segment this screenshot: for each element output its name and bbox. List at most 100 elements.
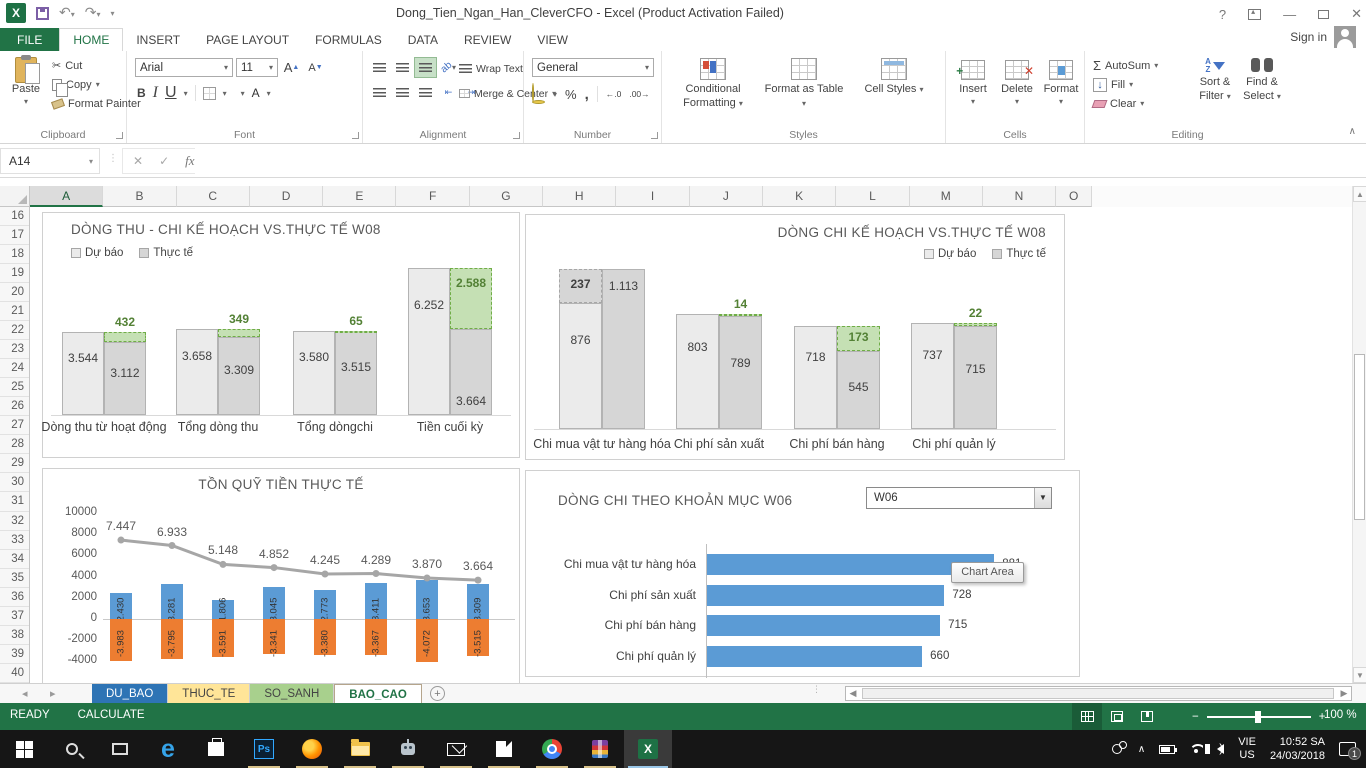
middle-align-button[interactable] [392, 58, 413, 77]
row-header-26[interactable]: 26 [0, 397, 29, 416]
cancel-formula-icon[interactable]: ✕ [133, 154, 143, 168]
sheet-tab-bao_cao[interactable]: BAO_CAO [334, 684, 422, 704]
font-size-combo[interactable]: 11▾ [236, 58, 278, 77]
row-header-27[interactable]: 27 [0, 416, 29, 435]
wifi-icon[interactable] [1189, 744, 1203, 754]
clear-button[interactable]: Clear ▾ [1093, 94, 1158, 113]
language-indicator[interactable]: VIEUS [1238, 736, 1256, 762]
column-header-A[interactable]: A [30, 186, 103, 207]
increase-font-button[interactable]: A▲ [281, 58, 302, 77]
chart-ton-quy[interactable]: TỒN QUỸ TIỀN THỰC TẾ10000800060004000200… [42, 468, 520, 683]
close-icon[interactable]: ✕ [1351, 6, 1362, 22]
clock[interactable]: 10:52 SA24/03/2018 [1270, 735, 1325, 763]
sign-in[interactable]: Sign in [1290, 26, 1356, 48]
taskbar-search-button[interactable] [48, 730, 96, 768]
enter-formula-icon[interactable]: ✓ [159, 154, 169, 168]
decrease-font-button[interactable]: A▼ [305, 58, 326, 77]
row-header-36[interactable]: 36 [0, 588, 29, 607]
taskbar-chrome[interactable] [528, 730, 576, 768]
column-header-C[interactable]: C [177, 186, 250, 207]
row-header-17[interactable]: 17 [0, 226, 29, 245]
scroll-down-icon[interactable]: ▼ [1353, 667, 1366, 683]
tab-review[interactable]: REVIEW [451, 28, 524, 51]
number-format-combo[interactable]: General▾ [532, 58, 654, 77]
column-header-F[interactable]: F [396, 186, 469, 207]
people-icon[interactable] [1112, 744, 1122, 754]
orientation-button[interactable]: ab▾ [438, 58, 459, 77]
taskbar-edge[interactable]: e [144, 730, 192, 768]
accounting-format-button[interactable] [532, 84, 545, 104]
taskbar-movies[interactable] [480, 730, 528, 768]
taskbar-file-explorer[interactable] [336, 730, 384, 768]
task-view-button[interactable] [96, 730, 144, 768]
row-header-16[interactable]: 16 [0, 207, 29, 226]
row-header-21[interactable]: 21 [0, 302, 29, 321]
row-header-32[interactable]: 32 [0, 512, 29, 531]
align-right-button[interactable] [415, 83, 436, 102]
taskbar-mail[interactable] [432, 730, 480, 768]
sheet-nav-left-icon[interactable]: ◂ [22, 687, 28, 700]
row-header-33[interactable]: 33 [0, 531, 29, 550]
number-dialog-launcher-icon[interactable] [651, 132, 658, 139]
comma-style-button[interactable]: , [585, 86, 589, 103]
column-header-N[interactable]: N [983, 186, 1056, 207]
row-header-29[interactable]: 29 [0, 454, 29, 473]
horizontal-scrollbar[interactable]: ◀ ▶ [845, 686, 1352, 701]
tab-data[interactable]: DATA [395, 28, 451, 51]
insert-cells-button[interactable]: + Insert ▾ [952, 60, 994, 107]
conditional-formatting-button[interactable]: Conditional Formatting ▾ [670, 58, 756, 111]
wrap-text-button[interactable]: Wrap Text [459, 59, 523, 78]
column-header-B[interactable]: B [103, 186, 176, 207]
column-header-G[interactable]: G [470, 186, 543, 207]
column-header-K[interactable]: K [763, 186, 836, 207]
zoom-out-icon[interactable]: − [1192, 711, 1199, 723]
taskbar-excel[interactable]: X [624, 730, 672, 768]
tab-page-layout[interactable]: PAGE LAYOUT [193, 28, 302, 51]
format-cells-button[interactable]: Format ▾ [1040, 60, 1082, 107]
bottom-align-button[interactable] [415, 58, 436, 77]
row-header-25[interactable]: 25 [0, 378, 29, 397]
row-header-37[interactable]: 37 [0, 607, 29, 626]
sheet-nav-right-icon[interactable]: ▸ [50, 687, 56, 700]
decrease-decimal-button[interactable]: .00→ [629, 89, 649, 99]
format-as-table-button[interactable]: Format as Table ▾ [762, 58, 846, 111]
taskbar-robot-app[interactable] [384, 730, 432, 768]
vertical-scroll-thumb[interactable] [1354, 354, 1365, 520]
borders-icon[interactable] [203, 87, 216, 100]
tab-view[interactable]: VIEW [524, 28, 581, 51]
column-header-D[interactable]: D [250, 186, 323, 207]
horizontal-scroll-thumb[interactable] [862, 688, 1334, 699]
bold-button[interactable]: B [137, 86, 146, 100]
row-header-31[interactable]: 31 [0, 492, 29, 511]
speaker-icon[interactable] [1217, 744, 1224, 754]
row-header-40[interactable]: 40 [0, 664, 29, 683]
column-header-I[interactable]: I [616, 186, 689, 207]
chart-dong-chi-w08[interactable]: DÒNG CHI KẾ HOẠCH VS.THỰC TẾ W08Dự báoTh… [525, 214, 1065, 460]
cell-styles-button[interactable]: Cell Styles ▾ [854, 58, 934, 97]
chart-khoan-muc-w06[interactable]: DÒNG CHI THEO KHOẢN MỤC W06W06▼Chi mua v… [525, 470, 1080, 677]
row-header-35[interactable]: 35 [0, 569, 29, 588]
row-header-18[interactable]: 18 [0, 245, 29, 264]
underline-button[interactable]: U [165, 84, 177, 102]
column-header-E[interactable]: E [323, 186, 396, 207]
dropdown-arrow-icon[interactable]: ▼ [1034, 488, 1051, 508]
font-color-button[interactable]: A [252, 88, 260, 99]
zoom-slider-thumb[interactable] [1255, 711, 1261, 723]
top-align-button[interactable] [369, 58, 390, 77]
week-selector-dropdown[interactable]: W06▼ [866, 487, 1052, 509]
sheet-grid[interactable]: DÒNG THU - CHI KẾ HOẠCH VS.THỰC TẾ W08Dự… [30, 207, 1352, 683]
status-calculate[interactable]: CALCULATE [78, 709, 145, 721]
sheet-tab-so_sanh[interactable]: SO_SANH [250, 684, 334, 704]
scroll-up-icon[interactable]: ▲ [1353, 186, 1366, 202]
row-header-34[interactable]: 34 [0, 550, 29, 569]
collapse-ribbon-icon[interactable]: ∧ [1349, 126, 1356, 137]
column-header-L[interactable]: L [836, 186, 909, 207]
sheet-tab-du_bao[interactable]: DU_BAO [92, 684, 168, 704]
page-break-view-button[interactable] [1132, 703, 1162, 730]
vertical-scrollbar[interactable]: ▲ ▼ [1352, 186, 1366, 683]
sheet-tab-thuc_te[interactable]: THUC_TE [168, 684, 250, 704]
row-header-30[interactable]: 30 [0, 473, 29, 492]
italic-button[interactable]: I [153, 84, 158, 102]
start-button[interactable] [0, 730, 48, 768]
row-header-23[interactable]: 23 [0, 340, 29, 359]
